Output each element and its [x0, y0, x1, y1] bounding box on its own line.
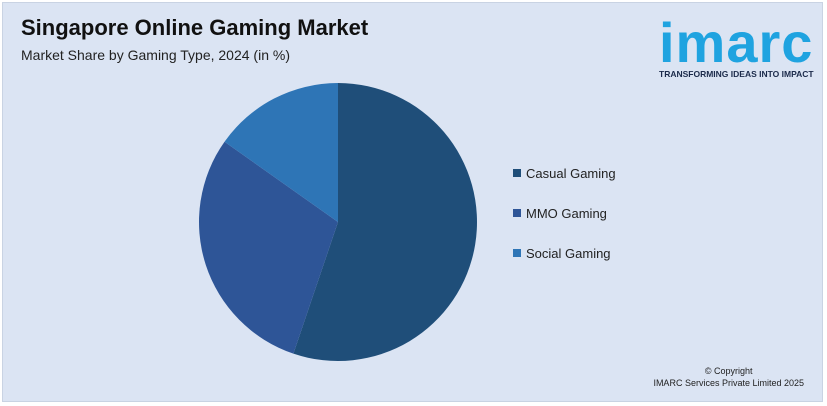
- chart-title: Singapore Online Gaming Market: [21, 15, 369, 40]
- legend-item-casual-gaming: Casual Gaming: [513, 163, 616, 183]
- pie-slice-casual-gaming: [293, 83, 477, 361]
- copyright-company: IMARC Services Private Limited 2025: [653, 378, 804, 388]
- legend-label: MMO Gaming: [526, 205, 607, 221]
- legend-label: Social Gaming: [526, 245, 611, 261]
- legend-item-mmo-gaming: MMO Gaming: [513, 203, 616, 223]
- legend-label: Casual Gaming: [526, 165, 616, 181]
- legend-swatch: [513, 169, 521, 177]
- logo-tagline: TRANSFORMING IDEAS INTO IMPACT: [659, 69, 814, 79]
- pie-chart: [198, 83, 477, 361]
- copyright-notice: © Copyright IMARC Services Private Limit…: [653, 365, 804, 389]
- imarc-logo: imarc TRANSFORMING IDEAS INTO IMPACT: [655, 11, 819, 83]
- legend-swatch: [513, 209, 521, 217]
- chart-frame: Singapore Online Gaming Market Market Sh…: [2, 2, 823, 402]
- copyright-line: © Copyright: [704, 366, 753, 376]
- pie-slice-mmo-gaming: [198, 141, 338, 354]
- legend-swatch: [513, 249, 521, 257]
- logo-wordmark: imarc: [659, 11, 814, 74]
- chart-legend: Casual Gaming MMO Gaming Social Gaming: [513, 163, 616, 283]
- legend-item-social-gaming: Social Gaming: [513, 243, 616, 263]
- chart-subtitle: Market Share by Gaming Type, 2024 (in %): [21, 47, 290, 63]
- pie-slice-social-gaming: [224, 83, 338, 222]
